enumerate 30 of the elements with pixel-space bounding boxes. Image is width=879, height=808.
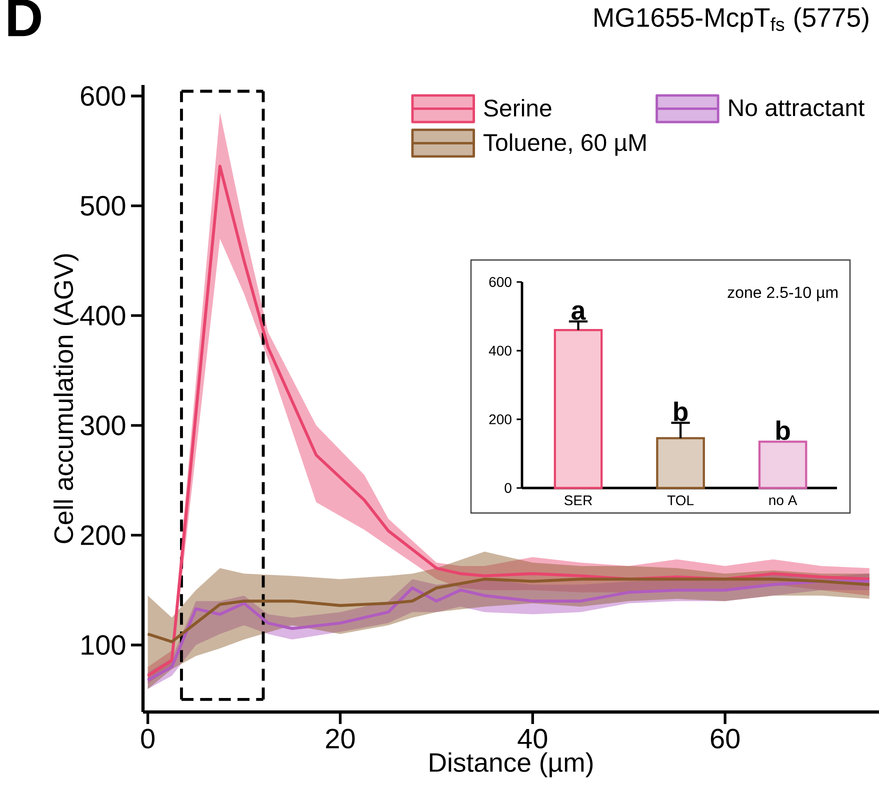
x-tick-label: 40 [518,728,548,749]
x-tick-label: 60 [710,728,740,749]
bar [554,329,603,490]
y-tick-label: 100 [82,635,126,655]
x-tick-label: 20 [326,728,355,749]
y-tick-label: 600 [80,86,126,106]
x-axis-title: Distance (µm) [430,752,593,778]
y-tick-label: 300 [80,415,126,436]
annotation: b [674,402,688,422]
legend-label: Serine [484,99,552,117]
y-tick-label: 500 [80,196,126,216]
annotation: b [776,420,790,440]
y-tick-label: 400 [488,346,512,356]
y-tick-label: 0 [504,483,512,493]
x-tick-label: TOL [667,495,694,506]
y-tick-label: 200 [80,525,126,546]
bar [656,437,705,490]
x-tick-label: no A [769,495,798,506]
legend-label: Toluene, 60 µM [484,133,646,156]
x-tick-label: 0 [141,728,154,749]
annotation: zone 2.5-10 µm [728,286,838,302]
annotation: a [572,305,586,320]
y-axis-title: Cell accumulation (AGV) [54,254,78,544]
x-tick-label: SER [564,495,592,506]
y-tick-label: 600 [489,277,512,287]
chart-title: MG1655-McpT$_{fs}$ (5775) [594,7,868,32]
y-tick-label: 200 [489,414,512,424]
y-tick-label: 400 [80,306,126,326]
legend-label: No attractant [729,99,865,116]
bar [758,440,808,490]
